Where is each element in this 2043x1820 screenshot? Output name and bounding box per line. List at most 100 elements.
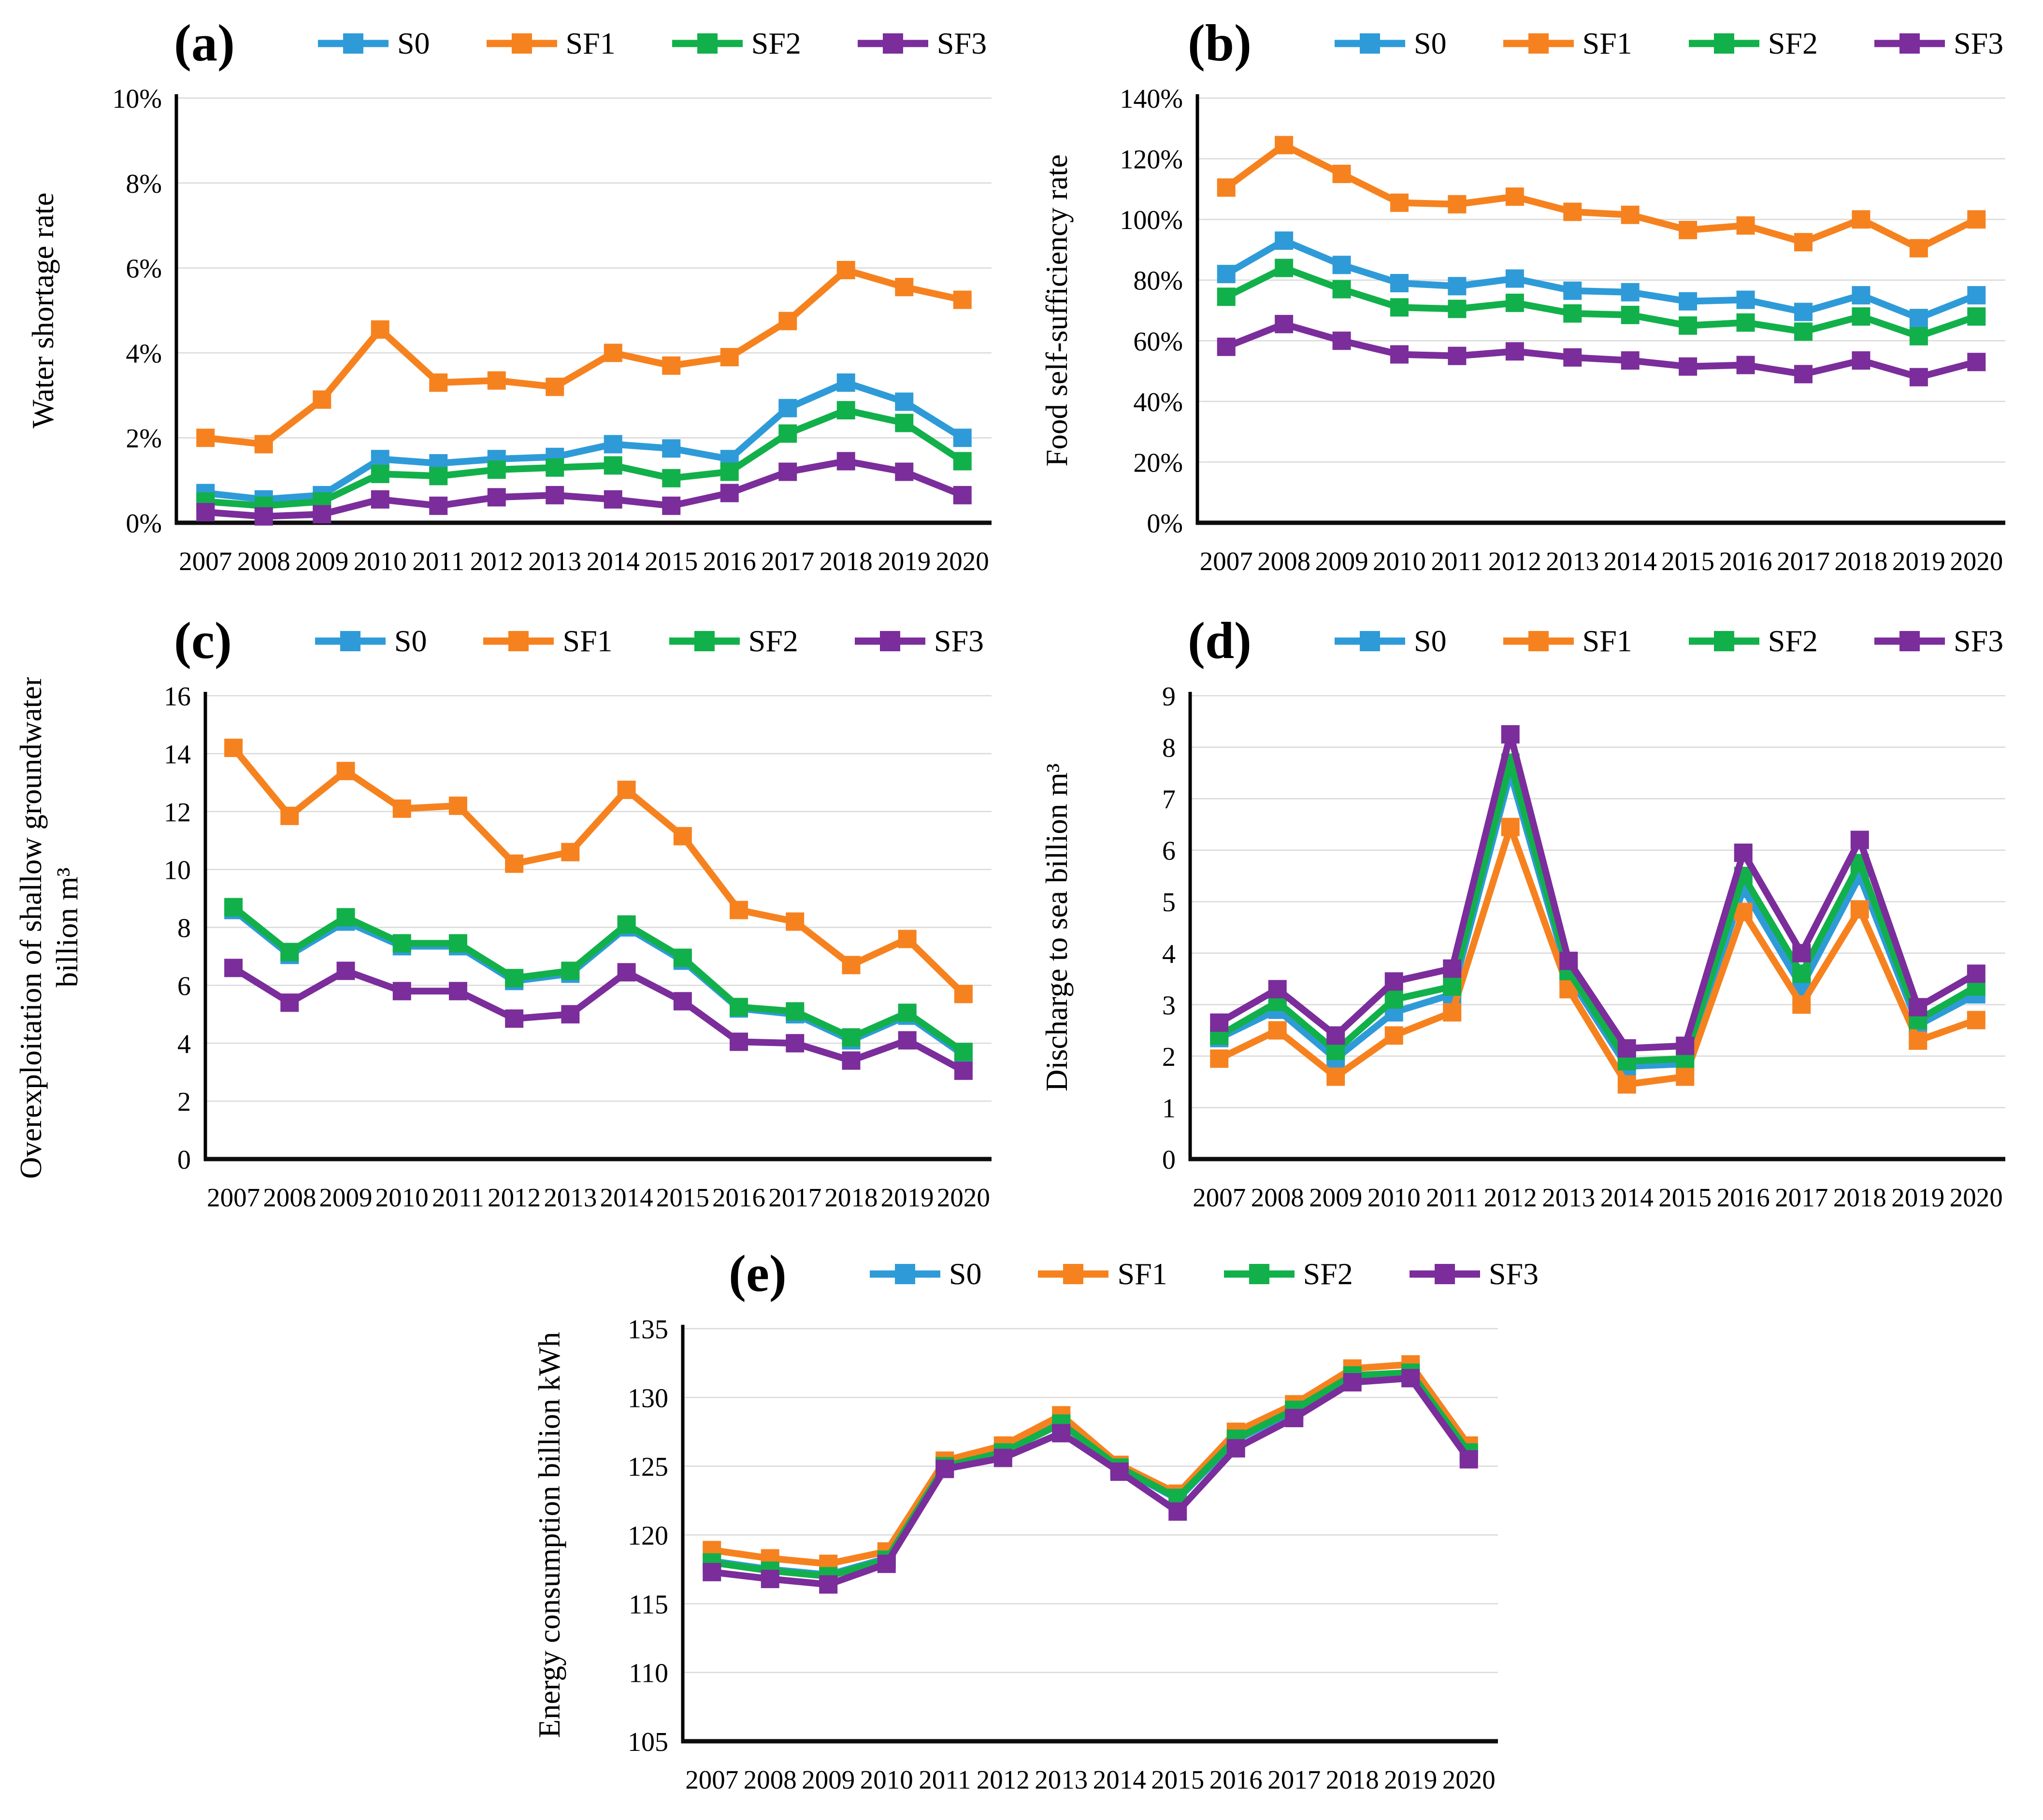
legend-item-S0: S0: [314, 623, 427, 659]
y-tick-label: 100%: [1120, 205, 1183, 235]
chart-b-markers-SF3: [1217, 315, 1986, 387]
chart-e-gridlines: [683, 1328, 1498, 1673]
legend-line-marker-icon-SF2: [672, 33, 743, 54]
chart-e-markers-SF2: [703, 1363, 1478, 1586]
y-tick-label: 115: [629, 1590, 668, 1619]
chart-a-y-tick-labels: 0% 2% 4% 6% 8% 10%: [112, 84, 162, 539]
legend-label-SF3: SF3: [1953, 624, 2004, 658]
panel-d-label: (d): [1188, 612, 1252, 670]
x-tick-label: 2019: [881, 1183, 934, 1212]
legend-item-S0: S0: [869, 1256, 981, 1292]
y-tick-label: 10: [164, 856, 191, 886]
legend-item-SF2: SF2: [1688, 26, 1818, 61]
legend-label-S0: S0: [1414, 624, 1447, 658]
legend-line-marker-icon-S0: [1335, 631, 1405, 651]
x-tick-label: 2012: [488, 1183, 541, 1212]
legend-label-SF2: SF2: [751, 26, 801, 60]
x-tick-label: 2016: [1717, 1183, 1770, 1212]
legend-label-S0: S0: [394, 624, 427, 658]
x-tick-label: 2007: [179, 546, 232, 576]
x-tick-label: 2019: [1384, 1765, 1437, 1794]
chart-d-axes: [1188, 692, 2005, 1161]
chart-b-axes: [1195, 94, 2005, 525]
y-tick-label: 120%: [1120, 145, 1183, 175]
chart-b-series-SF3: [1217, 315, 1986, 387]
chart-a-series-SF3: [196, 452, 972, 526]
chart-c-markers-SF2: [224, 898, 973, 1061]
y-tick-label: 140%: [1120, 84, 1183, 114]
legend-line-marker-icon-SF1: [1038, 1264, 1109, 1284]
legend-line-marker-icon-SF1: [483, 631, 554, 651]
x-tick-label: 2017: [761, 546, 814, 576]
y-tick-label: 60%: [1133, 327, 1183, 357]
chart-c-markers-SF1: [224, 738, 973, 1003]
x-tick-label: 2008: [237, 546, 290, 576]
chart-d-markers-SF3: [1210, 725, 1985, 1058]
chart-b-series-S0: [1217, 231, 1986, 328]
x-tick-label: 2017: [768, 1183, 821, 1212]
panel-c: (c) S0 SF1 SF2 SF3 0 2 4 6 8 10 12 14 16 2007 2008 2009 2…: [14, 605, 1015, 1235]
x-tick-label: 2007: [207, 1183, 260, 1212]
x-tick-label: 2012: [977, 1765, 1030, 1794]
chart-b-gridlines: [1197, 97, 2005, 463]
panel-a-label: (a): [174, 14, 235, 72]
y-tick-label: 125: [628, 1452, 668, 1482]
x-tick-label: 2016: [703, 546, 756, 576]
panel-c-legend: S0 SF1 SF2 SF3: [314, 623, 984, 659]
chart-c-gridlines: [205, 695, 992, 1102]
panel-d: (d) S0 SF1 SF2 SF3 0 1 2 3 4 5 6 7 8 9 2007 2008 2009 2010…: [1028, 605, 2029, 1235]
chart-a-series-SF1: [196, 260, 972, 454]
legend-line-marker-icon-SF3: [857, 33, 928, 54]
x-tick-label: 2009: [802, 1765, 855, 1794]
chart-c-series-SF3: [224, 959, 973, 1080]
legend-label-SF2: SF2: [1768, 624, 1818, 658]
y-tick-label: 2%: [126, 424, 162, 454]
legend-item-SF1: SF1: [1502, 26, 1632, 61]
chart-d-x-tick-labels: 2007 2008 2009 2010 2011 2012 2013 2014 2015 2016…: [1193, 1183, 2003, 1212]
x-tick-label: 2011: [1431, 546, 1483, 576]
y-tick-label: 130: [628, 1383, 668, 1413]
panel-e-label: (e): [729, 1245, 787, 1303]
x-tick-label: 2017: [1777, 546, 1830, 576]
chart-c-y-axis-title-line2: billion m³: [50, 867, 84, 987]
legend-line-marker-icon-SF3: [1874, 631, 1945, 651]
panel-b-header: (b) S0 SF1 SF2 SF3: [1028, 7, 2029, 80]
y-tick-label: 7: [1162, 785, 1176, 815]
chart-d-gridlines: [1190, 695, 2005, 1108]
chart-c-series-SF1: [224, 738, 973, 1003]
chart-a: 0%2%4%6%8%10%2007 2008 2009 2010 2011 2012 201…: [26, 84, 992, 576]
x-tick-label: 2012: [1484, 1183, 1537, 1212]
chart-e-y-axis-title-line1: Energy consumption billion kWh: [532, 1332, 566, 1738]
y-tick-label: 2: [1162, 1042, 1176, 1072]
panel-b: (b) S0 SF1 SF2 SF3 0% 20% 40% 60% 80% 100% 120% 140%…: [1028, 7, 2029, 599]
chart-c-series-SF2: [224, 898, 973, 1061]
x-tick-label: 2019: [1892, 546, 1945, 576]
x-tick-label: 2015: [1661, 546, 1714, 576]
chart-b-x-tick-labels: 2007 2008 2009 2010 2011 2012 2013 2014 2015 2016…: [1200, 546, 2003, 576]
chart-a-markers-SF3: [196, 452, 972, 526]
x-tick-label: 2013: [1546, 546, 1599, 576]
y-tick-label: 2: [177, 1087, 191, 1117]
x-tick-label: 2014: [1604, 546, 1657, 576]
legend-label-SF3: SF3: [936, 26, 987, 60]
x-tick-label: 2018: [824, 1183, 878, 1212]
legend-item-SF2: SF2: [1688, 623, 1818, 659]
legend-line-marker-icon-S0: [869, 1264, 940, 1284]
y-tick-label: 20%: [1133, 448, 1183, 478]
x-tick-label: 2014: [1093, 1765, 1146, 1794]
x-tick-label: 2020: [1442, 1765, 1496, 1794]
x-tick-label: 2013: [544, 1183, 597, 1212]
chart-d-series-SF3: [1210, 725, 1985, 1058]
panel-b-label: (b): [1188, 14, 1252, 72]
x-tick-label: 2016: [1719, 546, 1772, 576]
y-tick-label: 6: [177, 971, 191, 1001]
y-tick-label: 9: [1162, 682, 1176, 712]
legend-item-SF3: SF3: [857, 26, 987, 61]
y-tick-label: 4%: [126, 339, 162, 369]
y-tick-label: 4: [177, 1029, 191, 1059]
x-tick-label: 2009: [1309, 1183, 1362, 1212]
legend-label-S0: S0: [1414, 26, 1447, 60]
legend-item-S0: S0: [1334, 623, 1447, 659]
